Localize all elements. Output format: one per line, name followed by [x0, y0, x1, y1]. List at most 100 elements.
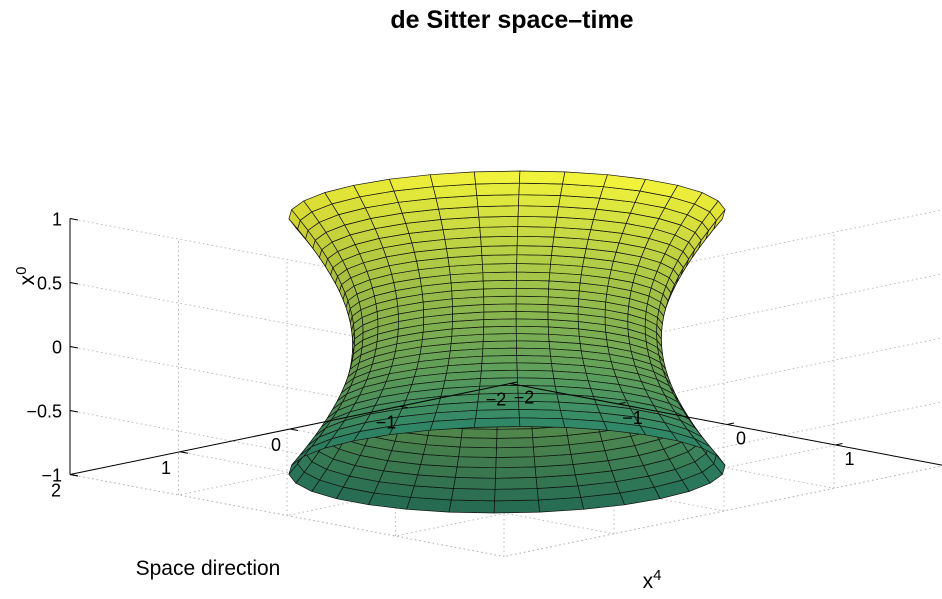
surface-patch: [516, 245, 553, 256]
x-axis-label-base: x: [643, 570, 654, 593]
z-axis-label-base: x: [16, 274, 39, 285]
surface-patch: [453, 477, 496, 490]
surface-patch: [517, 205, 559, 218]
z-tick-mark: [69, 410, 79, 413]
z-tick-label: 0.5: [37, 274, 62, 294]
surface-patch: [482, 347, 518, 357]
surface-patch: [482, 263, 518, 274]
z-tick-label: 1: [52, 210, 62, 230]
surface-patch: [455, 466, 497, 479]
surface-patch: [516, 355, 552, 364]
surface-patch: [515, 287, 549, 298]
surface-patch: [483, 295, 517, 305]
y-tick-label: 0: [271, 435, 281, 455]
surface-patch: [458, 446, 497, 458]
surface-patch: [562, 171, 608, 188]
y-tick-label: 1: [161, 458, 171, 478]
y-tick-mark: [399, 405, 409, 409]
surface-patch: [495, 466, 537, 479]
surface-patch: [483, 311, 517, 320]
x-tick-label: −1: [622, 408, 643, 428]
z-axis-label-superscript: 0: [13, 267, 30, 275]
surface-patch: [518, 182, 563, 196]
y-tick-mark: [509, 383, 519, 386]
surface-patch: [456, 456, 497, 469]
surface-patch: [461, 428, 498, 439]
surface-patch: [515, 325, 549, 335]
surface-patch: [473, 417, 521, 428]
hyperboloid-surface: [288, 170, 726, 514]
surface-patch: [477, 205, 519, 218]
grid-line: [69, 346, 505, 429]
axes: [69, 218, 942, 477]
surface-patch: [429, 171, 476, 188]
x-tick-mark: [509, 381, 518, 384]
surface-patch: [480, 362, 518, 372]
surface-patch: [475, 182, 520, 196]
surface-patch: [516, 271, 551, 282]
grid-line: [178, 403, 619, 496]
surface-patch: [516, 362, 553, 372]
z-tick-mark: [69, 346, 79, 349]
x-axis-label: x4: [643, 567, 662, 594]
surface-patch: [515, 333, 550, 342]
x-axis-label-superscript: 4: [653, 567, 661, 584]
x-tick-label: −2: [514, 388, 535, 408]
surface-patch: [494, 477, 538, 490]
y-tick-mark: [179, 451, 189, 454]
surface-patch: [479, 226, 519, 238]
surface-patch: [494, 488, 539, 502]
surface-patch: [516, 235, 555, 247]
surface-patch: [480, 245, 518, 256]
surface-patch: [448, 499, 495, 514]
surface-patch: [482, 271, 517, 282]
grid-line: [395, 444, 836, 537]
surface-patch: [516, 340, 551, 350]
surface-patch: [496, 428, 534, 439]
grid-line: [503, 465, 942, 557]
surface-patch: [473, 170, 521, 185]
z-tick-label: 0: [52, 338, 62, 358]
surface-patch: [478, 215, 519, 228]
surface-patch: [519, 170, 566, 185]
grid-line: [69, 474, 505, 557]
y-tick-label: 2: [51, 481, 61, 501]
surface-patch: [518, 409, 563, 420]
surface-patch: [482, 340, 517, 350]
surface-patch: [482, 333, 517, 342]
surface-patch: [515, 303, 549, 313]
surface-patch: [479, 377, 519, 387]
surface-patch: [516, 263, 551, 274]
z-tick-mark: [69, 218, 79, 221]
surface-patch: [517, 226, 556, 238]
surface-patch: [516, 369, 555, 379]
x-tick-label: 0: [736, 429, 746, 449]
surface-patch: [483, 325, 517, 335]
z-tick-label: −0.5: [26, 402, 62, 422]
surface-patch: [451, 488, 496, 502]
surface-patch: [480, 235, 518, 247]
z-axis-label: x0: [13, 267, 40, 286]
surface-patch: [562, 418, 608, 431]
surface-patch: [516, 254, 552, 265]
surface-patch: [495, 446, 535, 458]
surface-patch: [483, 318, 517, 328]
surface-patch: [459, 437, 498, 449]
surface-patch: [517, 377, 556, 387]
x-tick-label: 1: [844, 449, 854, 469]
surface-patch: [476, 194, 520, 207]
surface-patch: [517, 215, 558, 228]
surface-patch: [515, 295, 549, 305]
z-tick-mark: [69, 282, 79, 285]
y-axis-label: Space direction: [136, 557, 281, 580]
y-tick-mark: [69, 474, 79, 477]
surface-patch: [516, 347, 551, 357]
surface-patch: [519, 417, 566, 428]
surface-patch: [515, 279, 550, 290]
x-tick-mark: [618, 402, 626, 405]
surface-patch: [518, 194, 561, 207]
surface-patch: [495, 456, 536, 469]
surface-patch: [483, 303, 517, 313]
